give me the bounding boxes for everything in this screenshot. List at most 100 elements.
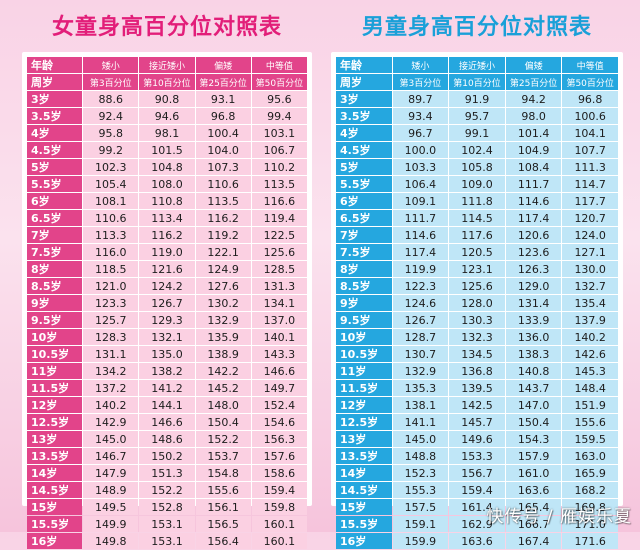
table-row: 15.5岁 159.1 162.9 166.7 171.0 (336, 516, 618, 532)
header-row-percentile: 周岁 第3百分位 第10百分位 第25百分位 第50百分位 (27, 74, 307, 90)
table-row: 12岁 140.2 144.1 148.0 152.4 (27, 397, 307, 413)
age-cell: 8岁 (27, 261, 83, 277)
value-cell: 103.3 (392, 159, 449, 175)
table-row: 5.5岁 105.4 108.0 110.6 113.5 (27, 176, 307, 192)
value-cell: 123.1 (449, 261, 505, 277)
value-cell: 128.0 (449, 295, 505, 311)
table-row: 4岁 96.7 99.1 101.4 104.1 (336, 125, 618, 141)
value-cell: 130.3 (449, 312, 505, 328)
value-cell: 127.1 (562, 244, 618, 260)
value-cell: 146.7 (83, 448, 139, 464)
value-cell: 153.7 (195, 448, 251, 464)
value-cell: 171.0 (562, 516, 618, 532)
girls-table-body: 年龄 矮小 接近矮小 偏矮 中等值 周岁 第3百分位 第10百分位 第25百分位 第50百分位 3岁… (27, 57, 307, 549)
age-cell: 周岁 (336, 74, 392, 90)
value-cell: 155.6 (562, 414, 618, 430)
value-cell: 第50百分位 (562, 74, 618, 90)
age-cell: 6岁 (336, 193, 392, 209)
table-row: 5.5岁 106.4 109.0 111.7 114.7 (336, 176, 618, 192)
value-cell: 134.2 (83, 363, 139, 379)
value-cell: 矮小 (392, 57, 449, 73)
value-cell: 132.3 (449, 329, 505, 345)
age-cell: 5.5岁 (27, 176, 83, 192)
value-cell: 117.4 (392, 244, 449, 260)
age-cell: 3岁 (27, 91, 83, 107)
value-cell: 111.8 (449, 193, 505, 209)
value-cell: 116.0 (83, 244, 139, 260)
value-cell: 131.3 (251, 278, 307, 294)
value-cell: 125.7 (83, 312, 139, 328)
value-cell: 147.0 (505, 397, 562, 413)
value-cell: 167.4 (505, 533, 562, 549)
value-cell: 110.6 (83, 210, 139, 226)
value-cell: 130.7 (392, 346, 449, 362)
table-row: 15岁 157.5 161.4 165.4 169.8 (336, 499, 618, 515)
table-row: 3.5岁 93.4 95.7 98.0 100.6 (336, 108, 618, 124)
table-row: 9岁 124.6 128.0 131.4 135.4 (336, 295, 618, 311)
value-cell: 130.2 (195, 295, 251, 311)
value-cell: 偏矮 (195, 57, 251, 73)
table-row: 10.5岁 131.1 135.0 138.9 143.3 (27, 346, 307, 362)
value-cell: 156.5 (195, 516, 251, 532)
age-cell: 12.5岁 (27, 414, 83, 430)
age-cell: 15.5岁 (27, 516, 83, 532)
table-row: 6岁 108.1 110.8 113.5 116.6 (27, 193, 307, 209)
age-cell: 9.5岁 (27, 312, 83, 328)
table-row: 8.5岁 121.0 124.2 127.6 131.3 (27, 278, 307, 294)
value-cell: 157.9 (505, 448, 562, 464)
value-cell: 151.3 (139, 465, 195, 481)
value-cell: 157.6 (251, 448, 307, 464)
value-cell: 第3百分位 (83, 74, 139, 90)
age-cell: 14.5岁 (336, 482, 392, 498)
value-cell: 152.2 (139, 482, 195, 498)
value-cell: 142.5 (449, 397, 505, 413)
table-row: 9岁 123.3 126.7 130.2 134.1 (27, 295, 307, 311)
value-cell: 152.3 (392, 465, 449, 481)
value-cell: 134.1 (251, 295, 307, 311)
value-cell: 117.4 (505, 210, 562, 226)
value-cell: 111.7 (392, 210, 449, 226)
table-row: 5岁 103.3 105.8 108.4 111.3 (336, 159, 618, 175)
table-row: 3.5岁 92.4 94.6 96.8 99.4 (27, 108, 307, 124)
value-cell: 95.8 (83, 125, 139, 141)
value-cell: 135.3 (392, 380, 449, 396)
age-cell: 9岁 (27, 295, 83, 311)
age-cell: 14.5岁 (27, 482, 83, 498)
age-cell: 6岁 (27, 193, 83, 209)
value-cell: 114.6 (392, 227, 449, 243)
age-cell: 10岁 (27, 329, 83, 345)
value-cell: 114.6 (505, 193, 562, 209)
value-cell: 155.6 (195, 482, 251, 498)
value-cell: 123.6 (505, 244, 562, 260)
value-cell: 119.0 (139, 244, 195, 260)
value-cell: 129.0 (505, 278, 562, 294)
age-cell: 11岁 (27, 363, 83, 379)
value-cell: 143.3 (251, 346, 307, 362)
value-cell: 138.1 (392, 397, 449, 413)
value-cell: 161.4 (449, 499, 505, 515)
age-cell: 3岁 (336, 91, 392, 107)
value-cell: 137.9 (562, 312, 618, 328)
value-cell: 104.9 (505, 142, 562, 158)
value-cell: 88.6 (83, 91, 139, 107)
table-row: 4.5岁 99.2 101.5 104.0 106.7 (27, 142, 307, 158)
value-cell: 113.5 (195, 193, 251, 209)
value-cell: 矮小 (83, 57, 139, 73)
value-cell: 165.4 (505, 499, 562, 515)
age-cell: 9.5岁 (336, 312, 392, 328)
value-cell: 135.9 (195, 329, 251, 345)
age-cell: 15岁 (27, 499, 83, 515)
table-row: 12.5岁 142.9 146.6 150.4 154.6 (27, 414, 307, 430)
header-row-percentile: 周岁 第3百分位 第10百分位 第25百分位 第50百分位 (336, 74, 618, 90)
table-row: 13.5岁 146.7 150.2 153.7 157.6 (27, 448, 307, 464)
age-cell: 4.5岁 (336, 142, 392, 158)
value-cell: 116.2 (195, 210, 251, 226)
age-cell: 7岁 (336, 227, 392, 243)
value-cell: 160.1 (251, 533, 307, 549)
header-row-category: 年龄 矮小 接近矮小 偏矮 中等值 (336, 57, 618, 73)
age-cell: 16岁 (27, 533, 83, 549)
value-cell: 163.0 (562, 448, 618, 464)
value-cell: 113.3 (83, 227, 139, 243)
value-cell: 113.4 (139, 210, 195, 226)
table-row: 7.5岁 117.4 120.5 123.6 127.1 (336, 244, 618, 260)
